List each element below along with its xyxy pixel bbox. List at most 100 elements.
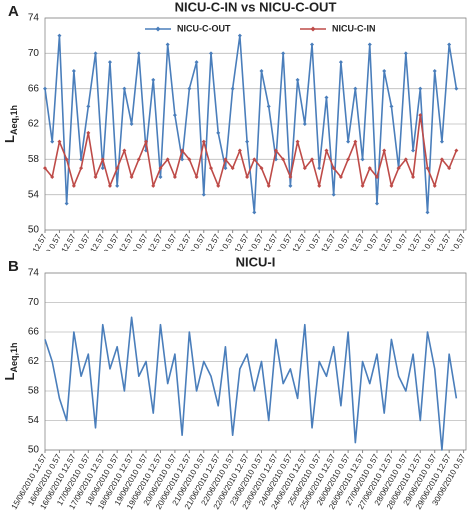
y-axis-label-sub: Aeq,1h: [9, 343, 19, 373]
point: [86, 130, 91, 135]
y-tick-label: 66: [28, 83, 40, 94]
legend-label: NICU-C-OUT: [177, 23, 231, 33]
point: [100, 166, 105, 171]
point: [50, 175, 55, 179]
chart-title: NICU-I: [236, 254, 276, 269]
y-tick-label: 62: [28, 119, 40, 130]
point: [245, 175, 250, 179]
point: [122, 148, 127, 153]
point: [165, 42, 170, 47]
point: [93, 51, 98, 56]
point: [144, 139, 149, 144]
point: [223, 157, 228, 162]
point: [454, 148, 459, 153]
point: [180, 157, 185, 162]
point: [411, 148, 416, 153]
point: [295, 77, 300, 82]
y-tick-label: 70: [28, 297, 40, 308]
point: [353, 139, 358, 144]
y-tick-label: 50: [28, 445, 40, 456]
legend-label: NICU-C-IN: [332, 23, 376, 33]
point: [172, 113, 177, 118]
point: [107, 183, 112, 188]
point: [439, 157, 444, 162]
point: [252, 210, 257, 215]
point: [223, 166, 228, 171]
y-tick-label: 58: [28, 154, 40, 165]
point: [136, 51, 141, 56]
point: [115, 166, 120, 171]
point: [187, 86, 192, 91]
point: [389, 104, 394, 109]
plot-frame: [44, 17, 467, 231]
y-tick-label: 58: [28, 386, 40, 397]
point: [447, 166, 452, 171]
point: [324, 148, 329, 153]
point: [43, 86, 47, 91]
point: [216, 183, 221, 188]
point: [71, 69, 76, 73]
point: [57, 33, 62, 38]
point: [259, 166, 264, 171]
y-tick-label: 50: [28, 225, 40, 236]
point: [136, 157, 141, 162]
y-tick-label: 74: [28, 268, 40, 279]
plot-frame: [44, 272, 467, 451]
point: [374, 175, 379, 179]
point: [331, 192, 336, 197]
point: [411, 175, 416, 179]
point: [151, 183, 156, 188]
point: [281, 51, 286, 56]
point: [454, 86, 459, 91]
point: [353, 86, 358, 91]
point: [216, 130, 221, 135]
panel-label: B: [8, 258, 19, 275]
point: [237, 33, 242, 38]
point: [338, 175, 343, 179]
point: [100, 157, 105, 162]
legend-marker: [155, 26, 161, 32]
point: [43, 166, 47, 171]
point: [266, 183, 271, 188]
point: [86, 104, 91, 109]
point: [288, 175, 293, 179]
point: [64, 201, 69, 206]
point: [115, 183, 120, 188]
point: [237, 148, 242, 153]
point: [230, 86, 235, 91]
point: [331, 166, 336, 171]
point: [208, 166, 213, 171]
point: [324, 95, 329, 100]
point: [57, 139, 62, 144]
point: [302, 122, 307, 126]
y-tick-label: 66: [28, 327, 40, 338]
point: [418, 113, 423, 118]
point: [266, 104, 271, 109]
point: [273, 148, 278, 153]
point: [50, 139, 55, 144]
point: [418, 86, 423, 91]
point: [208, 51, 213, 56]
series-line: [44, 114, 458, 187]
panel-label: A: [8, 3, 19, 20]
point: [403, 51, 408, 56]
point: [382, 69, 387, 73]
point: [180, 148, 185, 153]
y-axis-label: LAeq,1h: [2, 343, 19, 381]
point: [79, 166, 84, 171]
y-tick-label: 54: [28, 415, 40, 426]
y-axis-label-sub: Aeq,1h: [9, 105, 19, 135]
point: [396, 166, 401, 171]
legend-marker: [310, 26, 316, 32]
point: [432, 69, 437, 73]
point: [346, 139, 351, 144]
y-tick-label: 54: [28, 189, 40, 200]
y-tick-label: 70: [28, 48, 40, 59]
y-axis-label-main: L: [2, 372, 17, 380]
point: [317, 166, 322, 171]
point: [158, 175, 163, 179]
point: [245, 139, 250, 144]
point: [165, 157, 170, 162]
point: [360, 157, 365, 162]
